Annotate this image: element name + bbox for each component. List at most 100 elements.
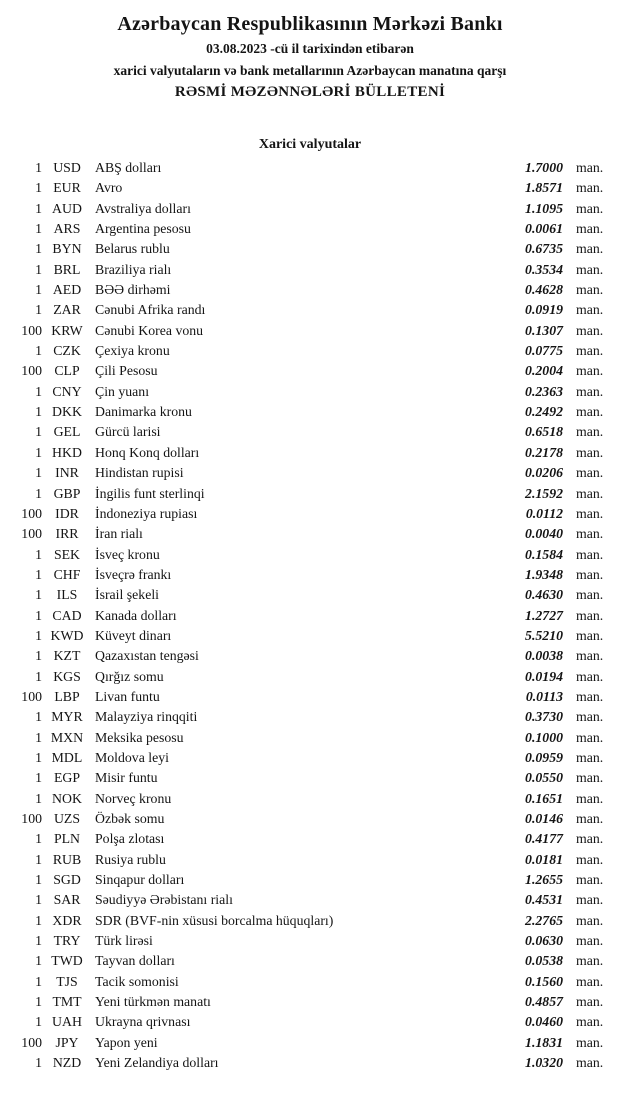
rate-row: 1 KGS Qırğız somu 0.0194 man.	[0, 667, 620, 687]
currency-code-cell: XDR	[52, 912, 82, 928]
rate-row: 1 KWD Küveyt dinarı 5.5210 man.	[0, 626, 620, 646]
rate-row: 1 DKK Danimarka kronu 0.2492 man.	[0, 402, 620, 422]
quantity-cell: 1	[35, 851, 42, 867]
rate-value-cell: 0.1000	[525, 729, 563, 745]
unit-label-cell: man.	[576, 343, 604, 359]
unit-label-cell: man.	[576, 811, 604, 826]
document-header: Azərbaycan Respublikasının Mərkəzi Bankı…	[0, 12, 620, 101]
quantity-cell: 1	[35, 424, 42, 440]
currency-name-cell: Kanada dolları	[95, 607, 177, 623]
rate-value-cell: 0.1651	[525, 790, 563, 806]
unit-label-cell: man.	[576, 973, 604, 989]
rate-row: 1 PLN Polşa zlotası 0.4177 man.	[0, 829, 620, 849]
subtitle-line: xarici valyutaların və bank metallarının…	[113, 63, 507, 78]
unit-label-cell: man.	[576, 607, 604, 623]
quantity-cell: 1	[35, 546, 42, 562]
unit-label-cell: man.	[576, 1055, 604, 1071]
currency-code-cell: CNY	[52, 383, 82, 399]
currency-name-cell: Braziliya rialı	[95, 261, 172, 277]
currency-code-cell: UAH	[52, 1014, 82, 1030]
currency-code-cell: LBP	[54, 688, 80, 704]
unit-label-cell: man.	[576, 933, 604, 949]
currency-code-cell: SEK	[53, 546, 81, 562]
currency-code-cell: RUB	[52, 851, 82, 867]
rate-row: 1 CHF İsveçrə frankı 1.9348 man.	[0, 565, 620, 585]
rate-row: 1 NOK Norveç kronu 0.1651 man.	[0, 789, 620, 809]
rate-value-cell: 1.1831	[525, 1034, 563, 1050]
rate-value-cell: 0.0181	[525, 851, 563, 867]
currency-code-cell: GBP	[53, 485, 81, 501]
currency-code-cell: AUD	[52, 200, 82, 216]
currency-name-cell: Qazaxıstan tengəsi	[95, 648, 199, 664]
rate-value-cell: 0.0194	[525, 668, 563, 684]
unit-label-cell: man.	[576, 302, 604, 318]
unit-label-cell: man.	[576, 180, 604, 196]
currency-name-cell: Polşa zlotası	[95, 831, 165, 847]
unit-label-cell: man.	[576, 383, 604, 399]
currency-name-cell: Tacik somonisi	[95, 973, 179, 989]
currency-code-cell: UZS	[53, 811, 81, 826]
quantity-cell: 1	[35, 200, 42, 216]
rate-value-cell: 1.7000	[525, 160, 563, 175]
unit-label-cell: man.	[576, 505, 604, 521]
rate-row: 1 GBP İngilis funt sterlinqi 2.1592 man.	[0, 484, 620, 504]
currency-code-cell: DKK	[52, 404, 82, 420]
unit-label-cell: man.	[576, 587, 604, 603]
currency-name-cell: İran rialı	[95, 526, 143, 542]
currency-code-cell: AED	[52, 282, 82, 298]
rate-value-cell: 0.2363	[525, 383, 563, 399]
quantity-cell: 1	[35, 729, 42, 745]
currency-name-cell: Yeni türkmən manatı	[95, 994, 211, 1010]
rate-row: 1 AED BƏƏ dirhəmi 0.4628 man.	[0, 280, 620, 300]
quantity-cell: 1	[35, 465, 42, 481]
rate-row: 1 INR Hindistan rupisi 0.0206 man.	[0, 463, 620, 483]
rate-row: 100 IRR İran rialı 0.0040 man.	[0, 524, 620, 544]
currency-name-cell: İndoneziya rupiası	[95, 505, 198, 521]
currency-code-cell: USD	[53, 160, 81, 175]
quantity-cell: 100	[21, 1034, 42, 1050]
rate-value-cell: 0.0038	[525, 648, 563, 664]
rate-row: 100 JPY Yapon yeni 1.1831 man.	[0, 1033, 620, 1053]
unit-label-cell: man.	[576, 912, 604, 928]
rate-row: 1 ARS Argentina pesosu 0.0061 man.	[0, 219, 620, 239]
currency-name-cell: Hindistan rupisi	[95, 465, 184, 481]
currency-name-cell: İsveç kronu	[95, 546, 160, 562]
rate-row: 1 SGD Sinqapur dolları 1.2655 man.	[0, 870, 620, 890]
unit-label-cell: man.	[576, 241, 604, 257]
rate-value-cell: 1.2655	[525, 872, 563, 888]
unit-label-cell: man.	[576, 851, 604, 867]
currency-code-cell: GEL	[53, 424, 81, 440]
rate-row: 1 HKD Honq Konq dolları 0.2178 man.	[0, 443, 620, 463]
rate-value-cell: 0.0112	[525, 505, 563, 521]
quantity-cell: 1	[35, 709, 42, 725]
currency-name-cell: Küveyt dinarı	[95, 627, 172, 643]
currency-name-cell: Argentina pesosu	[95, 221, 191, 237]
unit-label-cell: man.	[576, 261, 604, 277]
rate-row: 1 SEK İsveç kronu 0.1584 man.	[0, 545, 620, 565]
rate-row: 1 GEL Gürcü larisi 0.6518 man.	[0, 422, 620, 442]
quantity-cell: 1	[35, 566, 42, 582]
exchange-rates-table: 1 USD ABŞ dolları 1.7000 man. 1 EUR Avro…	[0, 158, 620, 1073]
rate-row: 1 TWD Tayvan dolları 0.0538 man.	[0, 951, 620, 971]
rate-value-cell: 0.4857	[525, 994, 563, 1010]
rate-value-cell: 0.0538	[525, 953, 563, 969]
rate-row: 1 NZD Yeni Zelandiya dolları 1.0320 man.	[0, 1053, 620, 1073]
currency-name-cell: SDR (BVF-nin xüsusi borcalma hüquqları)	[95, 912, 334, 928]
rate-value-cell: 0.0550	[525, 770, 563, 786]
quantity-cell: 1	[35, 343, 42, 359]
currency-code-cell: BRL	[53, 261, 81, 277]
rate-row: 100 IDR İndoneziya rupiası 0.0112 man.	[0, 504, 620, 524]
unit-label-cell: man.	[576, 688, 604, 704]
currency-code-cell: SGD	[53, 872, 81, 888]
rate-row: 1 BYN Belarus rublu 0.6735 man.	[0, 239, 620, 259]
rate-value-cell: 0.4628	[525, 282, 563, 298]
currency-name-cell: Yeni Zelandiya dolları	[95, 1055, 219, 1071]
rate-row: 100 LBP Livan funtu 0.0113 man.	[0, 687, 620, 707]
currency-code-cell: HKD	[52, 444, 82, 460]
rate-value-cell: 0.4177	[525, 831, 563, 847]
currency-code-cell: NOK	[52, 790, 82, 806]
quantity-cell: 1	[35, 241, 42, 257]
currency-name-cell: Misir funtu	[95, 770, 158, 786]
quantity-cell: 1	[35, 180, 42, 196]
